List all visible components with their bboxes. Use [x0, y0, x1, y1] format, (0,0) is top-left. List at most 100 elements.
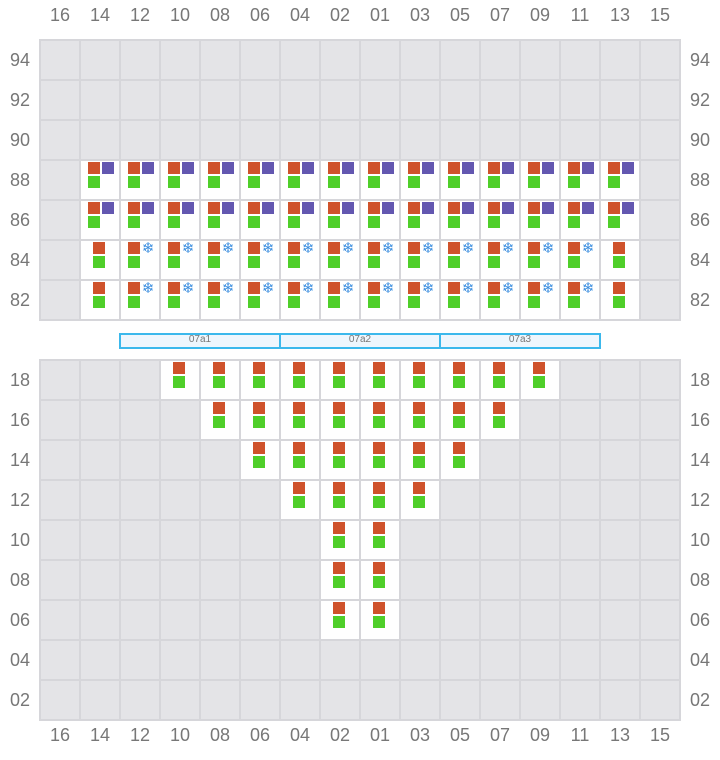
slot-hold-04-06[interactable]	[241, 641, 279, 679]
slot-hold-04-07[interactable]	[481, 641, 519, 679]
slot-hold-04-15[interactable]	[641, 641, 679, 679]
slot-hold-04-01[interactable]	[361, 641, 399, 679]
hatch-cover-segment[interactable]: 07a2	[279, 333, 441, 349]
slot-hold-02-04[interactable]	[281, 681, 319, 719]
slot-deck-90-02[interactable]	[321, 121, 359, 159]
slot-deck-92-04[interactable]	[281, 81, 319, 119]
slot-deck-82-04[interactable]	[281, 281, 319, 319]
slot-hold-02-01[interactable]	[361, 681, 399, 719]
slot-deck-90-01[interactable]	[361, 121, 399, 159]
slot-hold-04-12[interactable]	[121, 641, 159, 679]
slot-hold-02-09[interactable]	[521, 681, 559, 719]
slot-deck-86-15[interactable]	[641, 201, 679, 239]
slot-deck-94-05[interactable]	[441, 41, 479, 79]
slot-deck-90-07[interactable]	[481, 121, 519, 159]
slot-hold-10-13[interactable]	[601, 521, 639, 559]
slot-hold-12-12[interactable]	[121, 481, 159, 519]
slot-hold-06-06[interactable]	[241, 601, 279, 639]
slot-deck-94-03[interactable]	[401, 41, 439, 79]
slot-hold-04-02[interactable]	[321, 641, 359, 679]
slot-hold-10-07[interactable]	[481, 521, 519, 559]
slot-hold-12-09[interactable]	[521, 481, 559, 519]
slot-deck-90-12[interactable]	[121, 121, 159, 159]
slot-hold-08-05[interactable]	[441, 561, 479, 599]
slot-deck-82-09[interactable]	[521, 281, 559, 319]
slot-hold-18-12[interactable]	[121, 361, 159, 399]
slot-hold-08-10[interactable]	[161, 561, 199, 599]
slot-hold-14-09[interactable]	[521, 441, 559, 479]
slot-deck-88-15[interactable]	[641, 161, 679, 199]
slot-hold-04-08[interactable]	[201, 641, 239, 679]
slot-hold-16-10[interactable]	[161, 401, 199, 439]
slot-hold-02-16[interactable]	[41, 681, 79, 719]
slot-hold-06-13[interactable]	[601, 601, 639, 639]
slot-deck-92-01[interactable]	[361, 81, 399, 119]
slot-deck-90-14[interactable]	[81, 121, 119, 159]
slot-hold-16-14[interactable]	[81, 401, 119, 439]
slot-deck-94-07[interactable]	[481, 41, 519, 79]
slot-hold-14-08[interactable]	[201, 441, 239, 479]
slot-deck-82-12[interactable]	[121, 281, 159, 319]
slot-deck-82-02[interactable]	[321, 281, 359, 319]
slot-deck-90-10[interactable]	[161, 121, 199, 159]
slot-deck-90-09[interactable]	[521, 121, 559, 159]
hatch-cover-segment[interactable]: 07a1	[119, 333, 281, 349]
slot-hold-08-11[interactable]	[561, 561, 599, 599]
slot-deck-82-10[interactable]	[161, 281, 199, 319]
slot-hold-12-14[interactable]	[81, 481, 119, 519]
slot-deck-90-04[interactable]	[281, 121, 319, 159]
slot-hold-16-09[interactable]	[521, 401, 559, 439]
slot-hold-12-08[interactable]	[201, 481, 239, 519]
slot-deck-94-12[interactable]	[121, 41, 159, 79]
slot-deck-84-02[interactable]	[321, 241, 359, 279]
slot-deck-94-16[interactable]	[41, 41, 79, 79]
slot-hold-06-15[interactable]	[641, 601, 679, 639]
slot-hold-06-11[interactable]	[561, 601, 599, 639]
slot-hold-06-04[interactable]	[281, 601, 319, 639]
slot-hold-06-08[interactable]	[201, 601, 239, 639]
slot-deck-90-16[interactable]	[41, 121, 79, 159]
slot-deck-90-08[interactable]	[201, 121, 239, 159]
slot-hold-08-08[interactable]	[201, 561, 239, 599]
slot-hold-08-03[interactable]	[401, 561, 439, 599]
slot-hold-10-03[interactable]	[401, 521, 439, 559]
slot-deck-84-12[interactable]	[121, 241, 159, 279]
slot-deck-94-04[interactable]	[281, 41, 319, 79]
slot-deck-94-02[interactable]	[321, 41, 359, 79]
slot-deck-84-04[interactable]	[281, 241, 319, 279]
slot-deck-94-08[interactable]	[201, 41, 239, 79]
slot-hold-16-12[interactable]	[121, 401, 159, 439]
slot-deck-92-15[interactable]	[641, 81, 679, 119]
slot-deck-86-16[interactable]	[41, 201, 79, 239]
slot-deck-90-13[interactable]	[601, 121, 639, 159]
slot-deck-94-13[interactable]	[601, 41, 639, 79]
slot-hold-10-08[interactable]	[201, 521, 239, 559]
slot-hold-04-13[interactable]	[601, 641, 639, 679]
slot-deck-94-09[interactable]	[521, 41, 559, 79]
slot-hold-18-14[interactable]	[81, 361, 119, 399]
slot-hold-02-11[interactable]	[561, 681, 599, 719]
slot-hold-18-13[interactable]	[601, 361, 639, 399]
slot-hold-10-16[interactable]	[41, 521, 79, 559]
slot-hold-12-10[interactable]	[161, 481, 199, 519]
slot-deck-84-15[interactable]	[641, 241, 679, 279]
slot-hold-06-09[interactable]	[521, 601, 559, 639]
slot-hold-14-16[interactable]	[41, 441, 79, 479]
slot-hold-04-16[interactable]	[41, 641, 79, 679]
slot-deck-94-11[interactable]	[561, 41, 599, 79]
slot-hold-02-13[interactable]	[601, 681, 639, 719]
slot-deck-84-10[interactable]	[161, 241, 199, 279]
slot-deck-84-08[interactable]	[201, 241, 239, 279]
slot-hold-14-10[interactable]	[161, 441, 199, 479]
slot-hold-04-09[interactable]	[521, 641, 559, 679]
slot-deck-82-05[interactable]	[441, 281, 479, 319]
slot-deck-92-06[interactable]	[241, 81, 279, 119]
slot-hold-04-11[interactable]	[561, 641, 599, 679]
slot-deck-84-01[interactable]	[361, 241, 399, 279]
slot-hold-12-11[interactable]	[561, 481, 599, 519]
slot-hold-06-14[interactable]	[81, 601, 119, 639]
slot-deck-84-16[interactable]	[41, 241, 79, 279]
slot-hold-10-15[interactable]	[641, 521, 679, 559]
slot-hold-10-11[interactable]	[561, 521, 599, 559]
slot-hold-08-12[interactable]	[121, 561, 159, 599]
